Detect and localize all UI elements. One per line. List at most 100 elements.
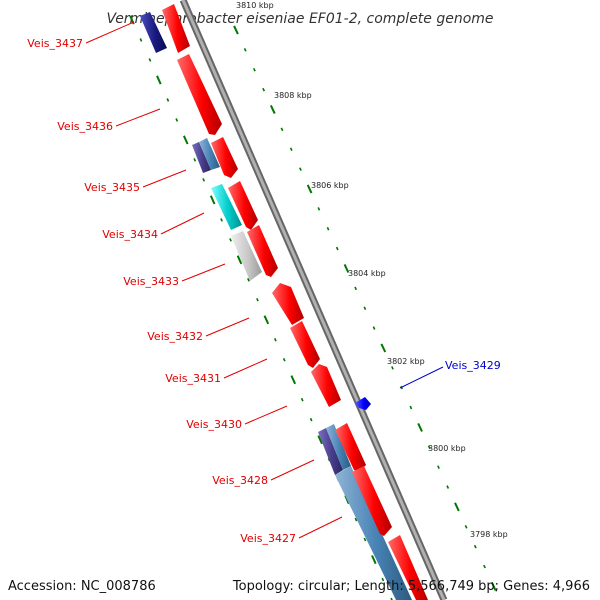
gene-label[interactable]: Veis_3435 bbox=[84, 181, 140, 194]
feature-fwd-3433[interactable] bbox=[247, 225, 278, 277]
map-title: Verminephrobacter eiseniae EF01-2, compl… bbox=[106, 11, 493, 27]
gene-label[interactable]: Veis_3433 bbox=[123, 275, 179, 288]
feature-veis-3429[interactable] bbox=[355, 397, 371, 410]
gene-label[interactable]: Veis_3427 bbox=[240, 532, 296, 545]
gene-label[interactable]: Veis_3431 bbox=[165, 372, 221, 385]
feature-fwd-top[interactable] bbox=[162, 4, 190, 53]
inner-tick bbox=[175, 118, 179, 122]
accession-text: Accession: NC_008786 bbox=[8, 579, 156, 594]
feature-veis-3435-a[interactable] bbox=[192, 142, 211, 173]
genome-backbone bbox=[179, 0, 448, 600]
scale-label-3798: 3798 kbp bbox=[470, 530, 508, 539]
scale-tick bbox=[372, 326, 376, 330]
leader-lines bbox=[85, 21, 444, 539]
scale-tick bbox=[269, 104, 276, 115]
inner-tick bbox=[263, 315, 270, 325]
feature-veis-3436[interactable] bbox=[177, 54, 222, 135]
scale-ticks bbox=[233, 25, 497, 591]
reverse-strand-features bbox=[140, 12, 412, 600]
gene-label[interactable]: Veis_3432 bbox=[147, 330, 203, 343]
feature-veis-3428-a[interactable] bbox=[318, 428, 343, 475]
leader-veis-3432 bbox=[205, 317, 250, 337]
leader-veis-3433 bbox=[181, 263, 226, 282]
scale-tick bbox=[299, 167, 302, 171]
inner-tick bbox=[300, 397, 304, 402]
inner-tick bbox=[139, 38, 143, 42]
feature-veis-3427[interactable] bbox=[335, 466, 412, 600]
gene-label[interactable]: Veis_3436 bbox=[57, 120, 113, 133]
scale-labels: 3810 kbp 3808 kbp 3806 kbp 3804 kbp 3802… bbox=[236, 1, 508, 539]
scale-tick bbox=[417, 422, 423, 432]
scale-tick bbox=[233, 25, 239, 35]
leader-veis-3435 bbox=[142, 169, 187, 188]
feature-fwd-3428[interactable] bbox=[335, 423, 366, 472]
feature-fwd-3427a[interactable] bbox=[352, 466, 392, 536]
inner-tick bbox=[381, 577, 385, 582]
scale-tick bbox=[317, 207, 321, 211]
feature-veis-3437[interactable] bbox=[140, 12, 167, 53]
inner-tick bbox=[309, 417, 313, 422]
inner-tick bbox=[247, 277, 250, 282]
scale-tick bbox=[280, 127, 284, 132]
scale-tick bbox=[363, 306, 367, 311]
gene-labels: Veis_3437 Veis_3436 Veis_3435 Veis_3434 … bbox=[27, 37, 500, 545]
scale-tick bbox=[326, 226, 330, 231]
inner-tick bbox=[256, 297, 259, 302]
feature-fwd-3435[interactable] bbox=[211, 137, 238, 178]
feature-fwd-3432[interactable] bbox=[272, 283, 304, 325]
feature-veis-3435-b[interactable] bbox=[199, 138, 220, 170]
scale-label-3808: 3808 kbp bbox=[274, 91, 312, 100]
feature-veis-3433[interactable] bbox=[231, 231, 262, 281]
scale-tick bbox=[343, 263, 350, 273]
inner-tick bbox=[354, 517, 358, 522]
scale-tick bbox=[437, 465, 440, 469]
scale-label-3804: 3804 kbp bbox=[348, 269, 386, 278]
leader-veis-3436 bbox=[115, 108, 161, 127]
scale-tick bbox=[306, 184, 313, 194]
scale-tick bbox=[289, 147, 293, 152]
inner-tick bbox=[317, 435, 323, 445]
feature-fwd-3430[interactable] bbox=[311, 364, 341, 407]
inner-tick bbox=[202, 178, 206, 182]
scale-tick bbox=[446, 485, 450, 489]
inner-track-ticks bbox=[129, 15, 393, 600]
feature-fwd-3434[interactable] bbox=[228, 181, 258, 230]
inner-tick bbox=[156, 75, 162, 85]
leader-veis-3434 bbox=[160, 212, 205, 235]
inner-tick bbox=[236, 255, 243, 265]
gene-label[interactable]: Veis_3430 bbox=[186, 418, 242, 431]
feature-fwd-3427b[interactable] bbox=[388, 535, 428, 600]
gene-label[interactable]: Veis_3437 bbox=[27, 37, 83, 50]
scale-tick bbox=[464, 524, 468, 529]
scale-label-3806: 3806 kbp bbox=[311, 181, 349, 190]
feature-veis-3434[interactable] bbox=[211, 184, 242, 230]
scale-tick bbox=[427, 445, 431, 450]
inner-tick bbox=[193, 158, 197, 162]
scale-tick bbox=[409, 405, 413, 410]
gene-label[interactable]: Veis_3434 bbox=[102, 228, 158, 241]
inner-tick bbox=[220, 218, 223, 222]
gene-label[interactable]: Veis_3429 bbox=[445, 359, 501, 372]
scale-tick bbox=[380, 343, 387, 353]
scale-label-3810: 3810 kbp bbox=[236, 1, 274, 10]
feature-veis-3428-b[interactable] bbox=[326, 424, 351, 470]
scale-tick bbox=[490, 581, 497, 591]
scale-tick bbox=[262, 87, 266, 92]
inner-tick bbox=[371, 555, 377, 565]
scale-label-3800: 3800 kbp bbox=[428, 444, 466, 453]
inner-tick bbox=[166, 98, 170, 102]
scale-tick bbox=[252, 67, 256, 72]
scale-tick bbox=[335, 246, 339, 251]
leader-veis-3437 bbox=[85, 21, 135, 44]
inner-tick bbox=[229, 238, 232, 242]
leader-veis-3429 bbox=[399, 366, 444, 389]
leader-veis-3428 bbox=[270, 459, 315, 481]
gene-label[interactable]: Veis_3428 bbox=[212, 474, 268, 487]
scale-tick bbox=[354, 286, 358, 291]
feature-fwd-3431[interactable] bbox=[290, 321, 320, 368]
scale-label-3802: 3802 kbp bbox=[387, 357, 425, 366]
genome-summary-text: Topology: circular; Length: 5,566,749 bp… bbox=[232, 579, 590, 594]
inner-tick bbox=[363, 537, 367, 542]
leader-veis-3427 bbox=[298, 516, 343, 539]
